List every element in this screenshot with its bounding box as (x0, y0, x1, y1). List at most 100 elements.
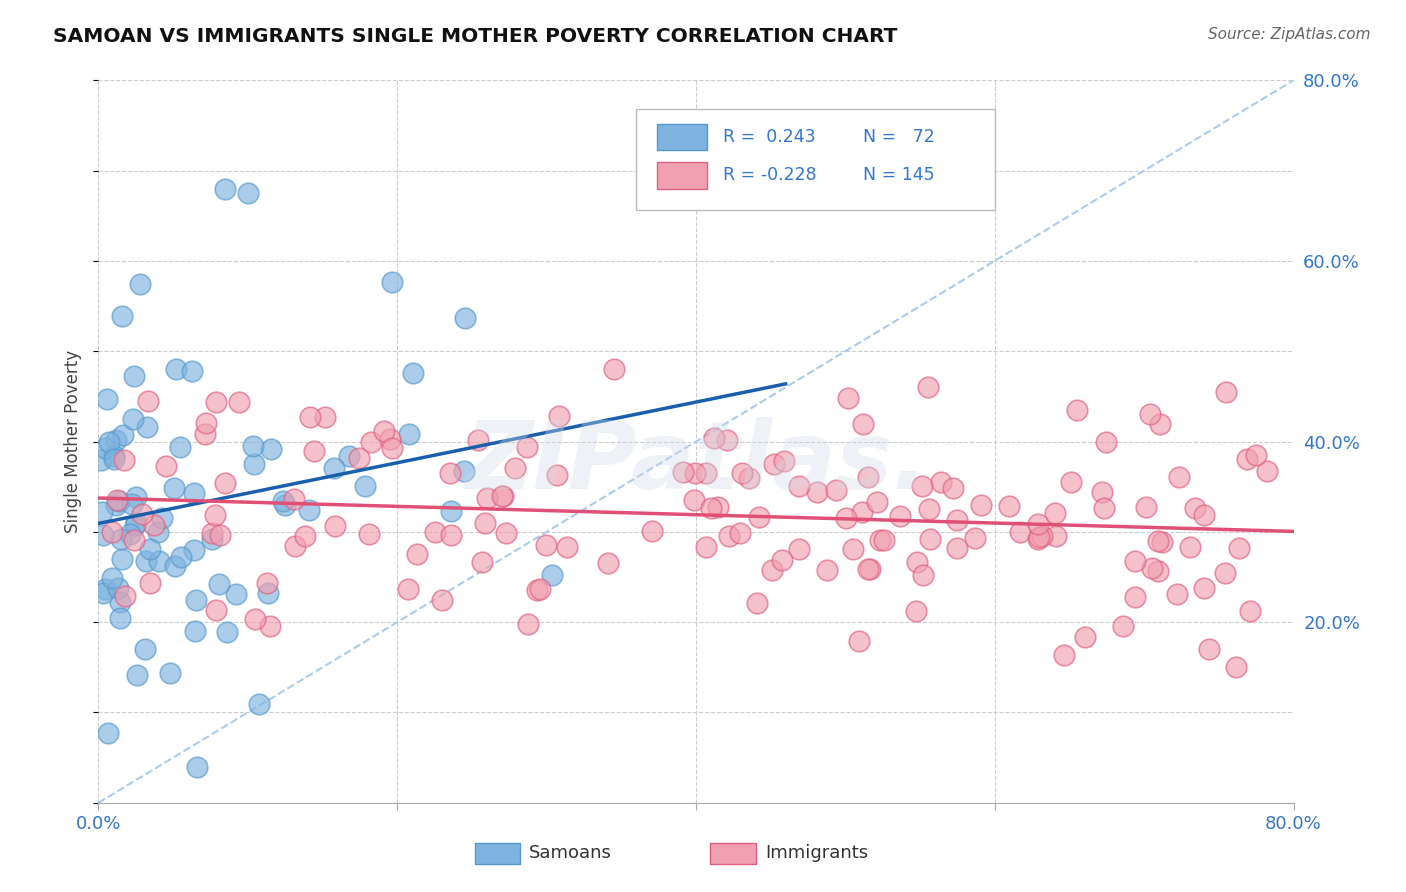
Point (159, 665, 181, 680)
Point (186, 760, 208, 774)
Point (529, 582, 551, 596)
Point (467, 434, 489, 448)
Point (856, 470, 879, 484)
Point (942, 481, 965, 495)
Point (112, 453, 135, 467)
Point (373, 425, 395, 439)
Point (1215, 384, 1237, 399)
Point (402, 366, 425, 380)
Point (243, 457, 266, 471)
Point (302, 443, 325, 458)
Point (135, 554, 157, 568)
Text: Immigrants: Immigrants (765, 845, 869, 863)
Point (1198, 642, 1220, 657)
Point (101, 572, 124, 586)
Point (1123, 554, 1146, 568)
Point (536, 539, 558, 553)
Point (1150, 534, 1173, 549)
Point (728, 525, 751, 540)
Point (124, 517, 146, 532)
Point (1095, 434, 1118, 449)
Point (110, 309, 132, 323)
Point (108, 611, 131, 625)
Point (91, 528, 114, 542)
Point (236, 186, 259, 201)
Point (1059, 475, 1081, 490)
Point (354, 478, 377, 492)
Point (1140, 561, 1163, 575)
Point (1225, 660, 1247, 674)
Point (1026, 533, 1049, 547)
Point (492, 489, 515, 503)
Point (998, 500, 1021, 514)
Bar (657, 162, 707, 189)
Point (866, 495, 889, 509)
Point (242, 439, 264, 453)
Point (745, 596, 768, 610)
Point (731, 466, 754, 480)
Point (641, 524, 664, 539)
Point (259, 619, 281, 633)
Point (183, 624, 205, 638)
Point (526, 583, 548, 598)
Text: N = 145: N = 145 (863, 166, 935, 184)
Point (1244, 448, 1267, 462)
Point (851, 505, 873, 519)
Text: SAMOAN VS IMMIGRANTS SINGLE MOTHER POVERTY CORRELATION CHART: SAMOAN VS IMMIGRANTS SINGLE MOTHER POVER… (53, 27, 898, 45)
Point (555, 540, 578, 554)
Point (284, 539, 307, 553)
Point (125, 516, 148, 531)
Point (477, 491, 499, 505)
Point (110, 533, 132, 547)
Point (105, 433, 128, 447)
Point (136, 419, 159, 434)
Point (274, 498, 297, 512)
Point (1043, 506, 1066, 520)
Point (1147, 565, 1170, 579)
Point (396, 582, 419, 597)
Point (603, 362, 626, 376)
Point (516, 441, 538, 455)
Point (1256, 464, 1278, 478)
Point (1194, 582, 1216, 596)
Point (917, 380, 939, 394)
Point (357, 527, 380, 541)
Point (423, 524, 446, 539)
Point (105, 492, 128, 507)
Point (770, 553, 793, 567)
Point (738, 471, 761, 485)
Point (852, 417, 875, 431)
Point (430, 592, 453, 607)
Point (685, 467, 707, 481)
Point (125, 490, 148, 504)
Point (763, 457, 786, 471)
Point (108, 595, 131, 609)
Point (323, 461, 346, 475)
Point (1213, 566, 1236, 580)
Point (323, 519, 346, 533)
Point (91, 504, 114, 518)
Point (1139, 407, 1161, 421)
Point (183, 543, 205, 558)
Point (905, 604, 928, 618)
Point (155, 458, 177, 473)
Point (946, 541, 969, 556)
Point (453, 464, 475, 478)
Point (214, 182, 236, 196)
Point (150, 510, 173, 524)
Point (114, 590, 136, 604)
Point (471, 555, 494, 569)
Point (806, 485, 828, 500)
Point (339, 449, 361, 463)
Point (112, 428, 135, 442)
Point (825, 483, 848, 497)
FancyBboxPatch shape (637, 109, 995, 211)
Point (128, 277, 150, 292)
Point (773, 454, 796, 468)
Point (205, 394, 228, 409)
Point (294, 529, 316, 543)
Point (1236, 452, 1258, 467)
Point (695, 466, 717, 480)
Point (163, 481, 186, 495)
Point (124, 368, 146, 383)
